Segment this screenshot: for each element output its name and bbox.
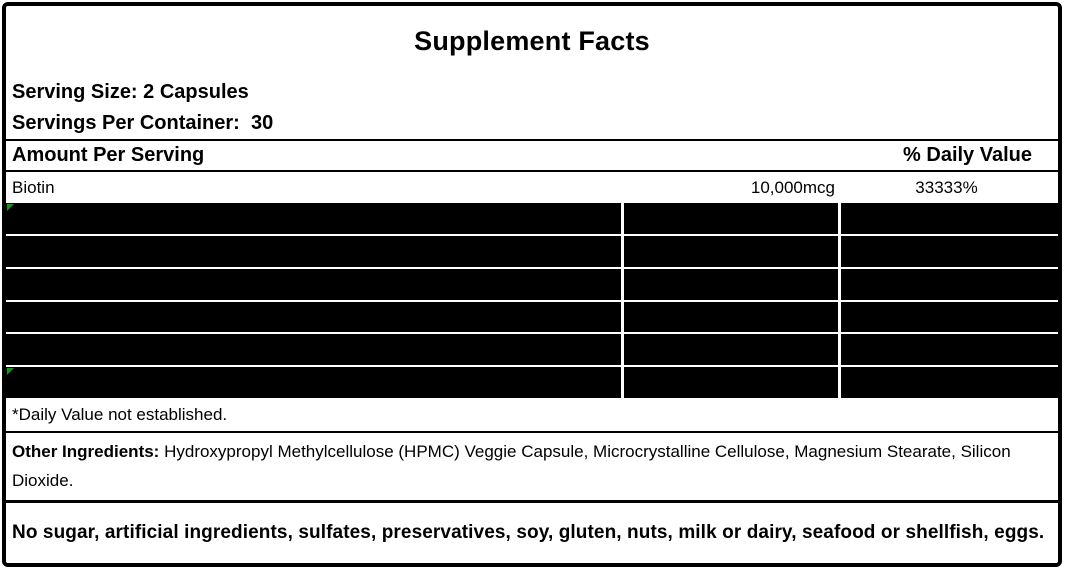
cell-error-indicator-icon — [7, 204, 14, 211]
divider-rule — [6, 500, 1058, 503]
allergen-statement: No sugar, artificial ingredients, sulfat… — [12, 522, 1045, 543]
empty-grid-cell — [6, 268, 621, 300]
empty-grid-cell — [6, 334, 621, 366]
empty-grid-cell — [624, 203, 838, 234]
empty-grid-cell — [624, 235, 838, 267]
nutrient-amount: 10,000mcg — [750, 177, 835, 197]
table-header-row: Amount Per Serving % Daily Value — [6, 141, 1058, 170]
amount-per-serving-header: Amount Per Serving — [12, 144, 205, 166]
empty-grid-cell — [841, 235, 1058, 267]
redacted-rows-grid — [6, 203, 1058, 398]
daily-value-footnote: *Daily Value not established. — [12, 404, 228, 424]
divider-rule — [6, 170, 1058, 172]
page-title: Supplement Facts — [414, 25, 650, 56]
empty-grid-cell — [6, 203, 621, 234]
nutrient-name: Biotin — [12, 177, 55, 197]
empty-grid-cell — [624, 334, 838, 366]
empty-grid-cell — [841, 203, 1058, 234]
empty-grid-cell — [624, 301, 838, 333]
empty-grid-cell — [841, 334, 1058, 366]
other-ingredients-label: Other Ingredients: — [12, 442, 160, 461]
empty-grid-cell — [841, 268, 1058, 300]
nutrient-daily-value: 33333% — [915, 177, 978, 197]
empty-grid-cell — [624, 367, 838, 398]
empty-grid-cell — [6, 367, 621, 398]
table-row: Biotin 10,000mcg 33333% — [6, 172, 1058, 203]
divider-rule — [6, 139, 1058, 141]
other-ingredients-text: Hydroxypropyl Methylcellulose (HPMC) Veg… — [12, 442, 1011, 490]
empty-grid-cell — [6, 235, 621, 267]
empty-grid-cell — [841, 301, 1058, 333]
empty-grid-cell — [841, 367, 1058, 398]
label-title-row: Supplement Facts — [6, 6, 1058, 76]
divider-rule — [6, 431, 1058, 433]
servings-per-container-line: Servings Per Container: 30 — [12, 112, 274, 134]
empty-grid-cell — [6, 301, 621, 333]
other-ingredients-block: Other Ingredients: Hydroxypropyl Methylc… — [6, 433, 1058, 500]
serving-size-line: Serving Size: 2 Capsules — [12, 80, 249, 103]
cell-error-indicator-icon — [7, 368, 14, 376]
daily-value-header: % Daily Value — [903, 144, 1032, 166]
empty-grid-cell — [624, 268, 838, 300]
